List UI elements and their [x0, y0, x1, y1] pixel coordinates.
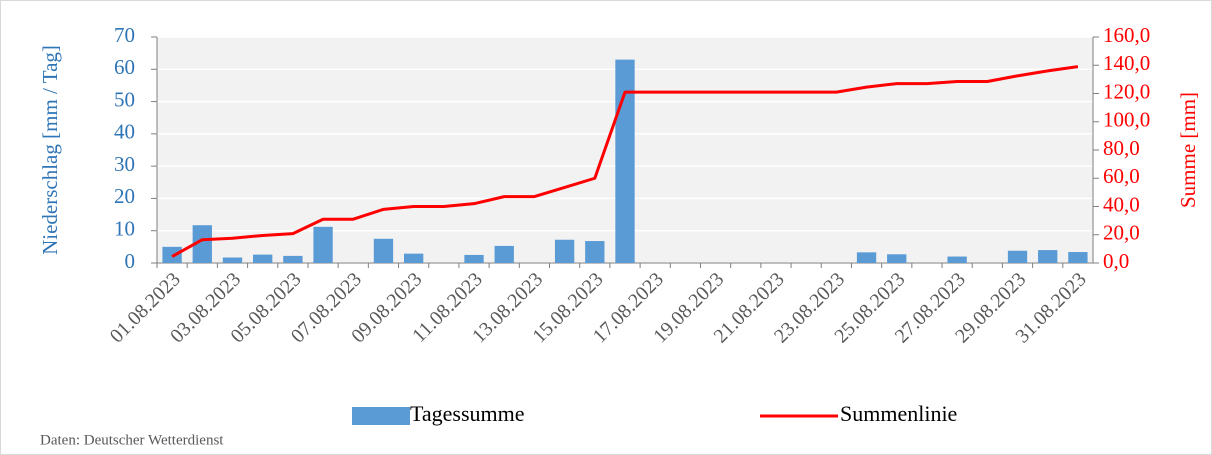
- y-tick-label: 30: [114, 152, 135, 176]
- bar: [1068, 252, 1088, 263]
- y2-tick-label: 40,0: [1103, 192, 1140, 216]
- y2-tick-label: 120,0: [1103, 79, 1150, 103]
- y2-tick-label: 20,0: [1103, 221, 1140, 245]
- source-note: Daten: Deutscher Wetterdienst: [40, 432, 224, 448]
- bar: [554, 239, 575, 263]
- bar: [403, 253, 424, 263]
- y-tick-label: 10: [114, 217, 135, 241]
- line: [171, 65, 1079, 258]
- y-tick-label: 60: [114, 55, 135, 79]
- legend-label: Tagessumme: [410, 401, 525, 426]
- bar: [253, 254, 273, 263]
- bar: [1007, 250, 1028, 263]
- bar: [494, 245, 514, 263]
- bar: [887, 254, 907, 263]
- bar: [615, 59, 635, 263]
- bar: [373, 238, 394, 263]
- y-tick-label: 50: [114, 87, 135, 111]
- y-tick-label: 70: [114, 23, 135, 47]
- y-tick-label: 40: [114, 120, 135, 144]
- y2-tick-label: 160,0: [1103, 23, 1150, 47]
- y2-axis-title: Summe [mm]: [1176, 92, 1200, 208]
- y-tick-label: 20: [114, 184, 135, 208]
- bar: [585, 241, 605, 263]
- bar: [856, 252, 877, 263]
- y-axis-title: Niederschlag [mm / Tag]: [38, 45, 62, 255]
- bar: [283, 255, 303, 263]
- y2-tick-label: 140,0: [1103, 51, 1150, 75]
- y2-tick-label: 80,0: [1103, 136, 1140, 160]
- bar: [313, 226, 333, 263]
- y-tick-label: 0: [125, 249, 136, 273]
- y2-tick-label: 100,0: [1103, 108, 1150, 132]
- bar: [192, 225, 212, 263]
- y2-tick-label: 0,0: [1103, 249, 1129, 273]
- legend-swatch: [352, 407, 410, 425]
- legend-label: Summenlinie: [840, 401, 957, 426]
- bar: [947, 256, 967, 263]
- y2-tick-label: 60,0: [1103, 164, 1140, 188]
- bar: [464, 254, 484, 263]
- bar: [222, 257, 243, 263]
- bar: [1038, 250, 1058, 263]
